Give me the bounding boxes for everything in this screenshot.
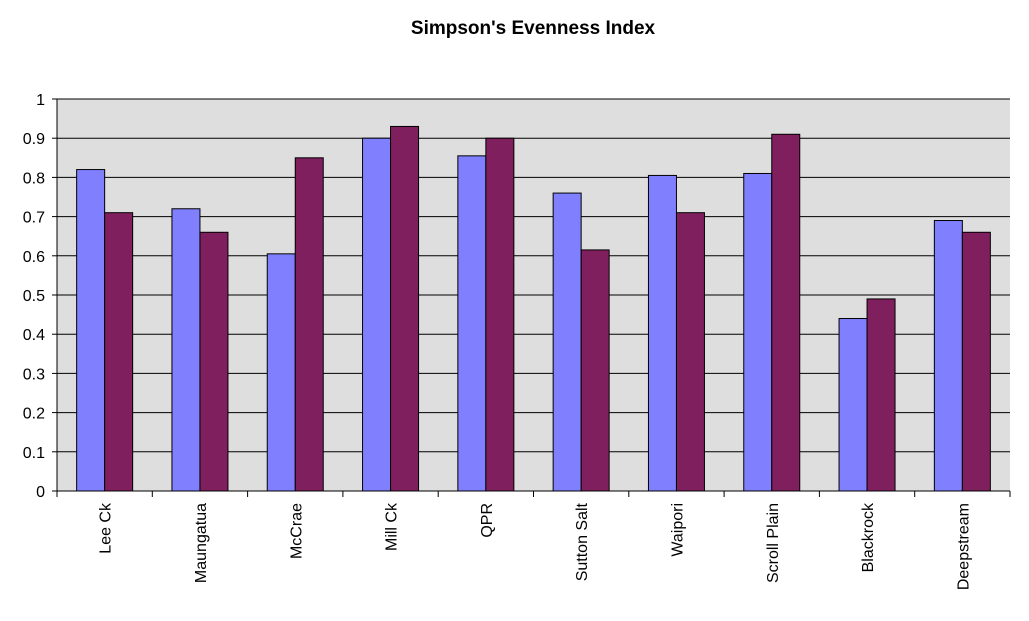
bar bbox=[580, 249, 610, 492]
bar bbox=[199, 231, 229, 492]
bar bbox=[294, 157, 324, 492]
bar bbox=[647, 174, 677, 492]
bar bbox=[457, 155, 487, 492]
bar bbox=[961, 231, 991, 492]
bar bbox=[362, 137, 392, 492]
bar bbox=[743, 172, 773, 492]
x-tick-label: Waipori bbox=[669, 503, 686, 557]
x-tick-label: Blackrock bbox=[860, 502, 877, 572]
bar bbox=[390, 125, 420, 492]
bar bbox=[552, 192, 582, 492]
x-tick-label: Sutton Salt bbox=[574, 502, 591, 581]
y-tick-label: 0.6 bbox=[23, 249, 45, 266]
y-tick-label: 0.2 bbox=[23, 406, 45, 423]
bar bbox=[866, 298, 896, 492]
bar bbox=[838, 318, 868, 492]
x-tick-label: Scroll Plain bbox=[765, 503, 782, 583]
x-tick-label: QPR bbox=[479, 503, 496, 538]
y-tick-label: 0.3 bbox=[23, 366, 45, 383]
y-tick-label: 0 bbox=[36, 484, 45, 501]
bar bbox=[266, 253, 296, 492]
y-tick-label: 0.1 bbox=[23, 445, 45, 462]
bar bbox=[171, 208, 201, 492]
y-tick-label: 0.7 bbox=[23, 210, 45, 227]
bar bbox=[771, 133, 801, 492]
x-tick-label: Maungatua bbox=[193, 503, 210, 583]
x-tick-label: Deepstream bbox=[955, 503, 972, 590]
bar bbox=[485, 137, 515, 492]
bar bbox=[675, 212, 705, 492]
chart-title: Simpson's Evenness Index bbox=[411, 18, 656, 39]
bar bbox=[933, 220, 963, 492]
y-tick-label: 0.5 bbox=[23, 288, 45, 305]
y-tick-label: 1 bbox=[36, 92, 45, 109]
y-tick-label: 0.9 bbox=[23, 131, 45, 148]
x-tick-label: Lee Ck bbox=[98, 502, 115, 554]
y-tick-label: 0.8 bbox=[23, 170, 45, 187]
bar bbox=[76, 169, 106, 492]
x-tick-label: McCrae bbox=[288, 503, 305, 559]
x-tick-label: Mill Ck bbox=[384, 502, 401, 551]
bar bbox=[104, 212, 134, 492]
y-tick-label: 0.4 bbox=[23, 327, 45, 344]
